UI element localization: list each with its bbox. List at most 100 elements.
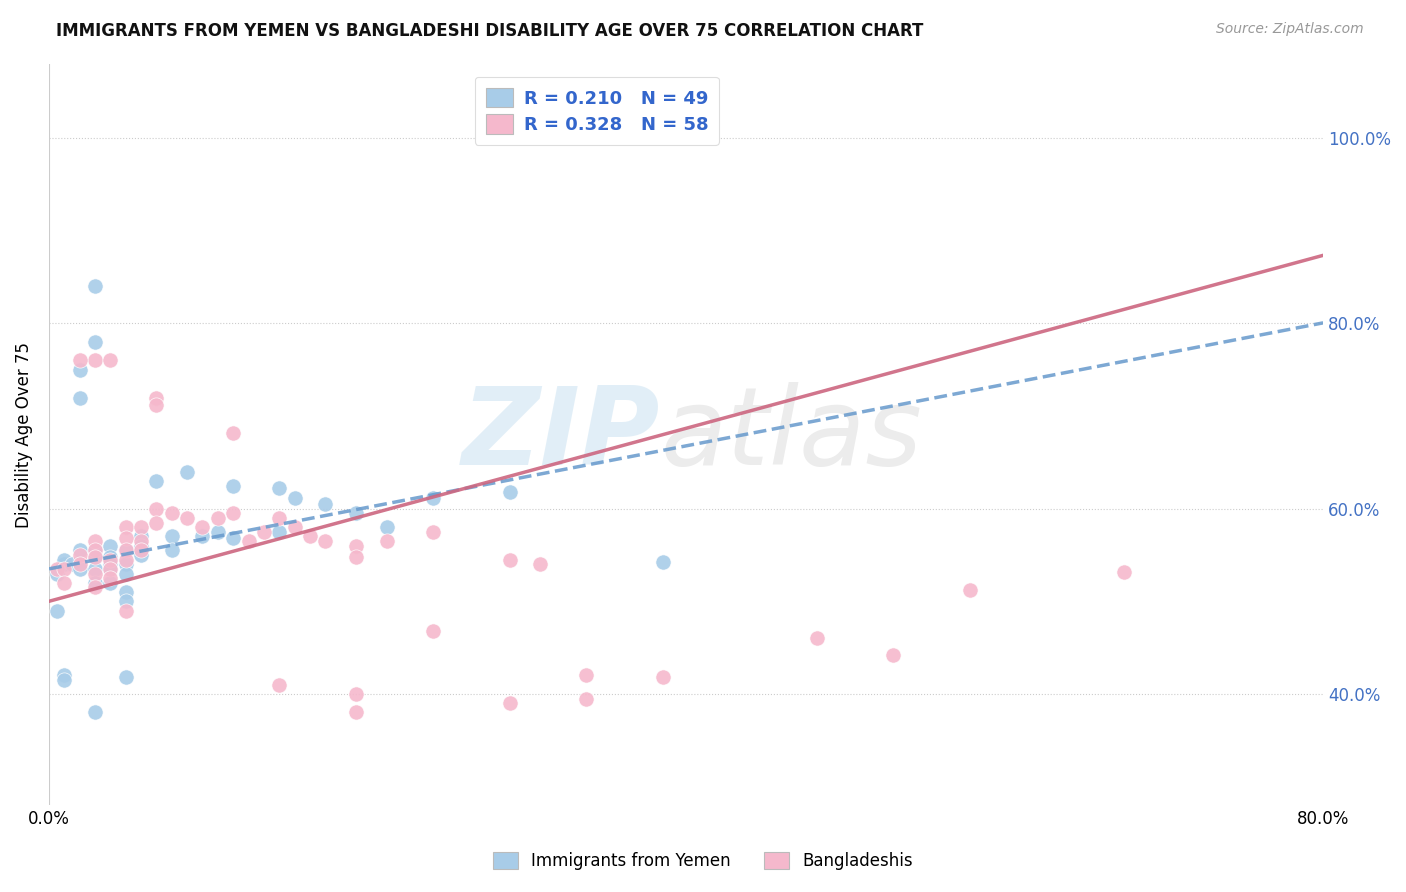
- Point: [114, 670, 136, 684]
- Point: [53, 668, 76, 682]
- Point: [84, 353, 107, 368]
- Point: [84, 549, 107, 564]
- Point: [100, 558, 122, 572]
- Text: Source: ZipAtlas.com: Source: ZipAtlas.com: [1216, 22, 1364, 37]
- Point: [375, 534, 398, 549]
- Point: [238, 534, 260, 549]
- Point: [69, 362, 91, 376]
- Point: [45, 562, 67, 576]
- Point: [314, 534, 336, 549]
- Point: [114, 531, 136, 545]
- Point: [53, 562, 76, 576]
- Point: [53, 673, 76, 687]
- Point: [882, 648, 904, 662]
- Point: [114, 558, 136, 572]
- Point: [84, 566, 107, 581]
- Point: [84, 581, 107, 595]
- Point: [422, 624, 444, 638]
- Point: [45, 566, 67, 581]
- Point: [575, 691, 598, 706]
- Point: [498, 696, 520, 710]
- Point: [100, 539, 122, 553]
- Point: [129, 529, 152, 543]
- Point: [100, 571, 122, 585]
- Point: [222, 506, 245, 520]
- Point: [100, 562, 122, 576]
- Point: [498, 485, 520, 500]
- Point: [60, 558, 83, 572]
- Point: [422, 524, 444, 539]
- Point: [129, 548, 152, 562]
- Point: [207, 511, 229, 525]
- Point: [145, 516, 167, 530]
- Point: [160, 529, 183, 543]
- Point: [53, 552, 76, 566]
- Point: [344, 549, 367, 564]
- Point: [1112, 565, 1135, 579]
- Point: [69, 391, 91, 405]
- Point: [222, 531, 245, 545]
- Point: [652, 555, 675, 569]
- Point: [69, 548, 91, 562]
- Point: [344, 506, 367, 520]
- Point: [652, 670, 675, 684]
- Point: [129, 534, 152, 549]
- Point: [575, 668, 598, 682]
- Point: [344, 687, 367, 701]
- Point: [375, 520, 398, 534]
- Point: [314, 497, 336, 511]
- Point: [207, 524, 229, 539]
- Point: [114, 603, 136, 617]
- Point: [114, 594, 136, 608]
- Point: [191, 529, 214, 543]
- Point: [959, 583, 981, 598]
- Point: [100, 575, 122, 590]
- Point: [145, 398, 167, 412]
- Point: [69, 562, 91, 576]
- Point: [100, 552, 122, 566]
- Point: [176, 465, 198, 479]
- Point: [253, 524, 276, 539]
- Point: [100, 562, 122, 576]
- Point: [269, 481, 291, 495]
- Point: [53, 558, 76, 572]
- Point: [84, 575, 107, 590]
- Point: [269, 524, 291, 539]
- Point: [129, 543, 152, 558]
- Point: [344, 539, 367, 553]
- Point: [84, 543, 107, 558]
- Point: [100, 353, 122, 368]
- Point: [84, 334, 107, 349]
- Point: [529, 558, 551, 572]
- Point: [222, 425, 245, 440]
- Point: [84, 279, 107, 293]
- Point: [84, 706, 107, 720]
- Point: [160, 506, 183, 520]
- Point: [114, 585, 136, 599]
- Point: [69, 558, 91, 572]
- Point: [298, 529, 321, 543]
- Point: [191, 520, 214, 534]
- Point: [145, 501, 167, 516]
- Point: [269, 511, 291, 525]
- Point: [160, 543, 183, 558]
- Point: [145, 474, 167, 488]
- Point: [284, 520, 307, 534]
- Text: atlas: atlas: [661, 382, 922, 487]
- Point: [114, 552, 136, 566]
- Text: IMMIGRANTS FROM YEMEN VS BANGLADESHI DISABILITY AGE OVER 75 CORRELATION CHART: IMMIGRANTS FROM YEMEN VS BANGLADESHI DIS…: [56, 22, 924, 40]
- Point: [53, 575, 76, 590]
- Point: [145, 391, 167, 405]
- Point: [422, 491, 444, 505]
- Point: [100, 549, 122, 564]
- Point: [284, 491, 307, 505]
- Point: [45, 603, 67, 617]
- Point: [269, 678, 291, 692]
- Point: [222, 478, 245, 492]
- Point: [114, 543, 136, 558]
- Point: [84, 562, 107, 576]
- Point: [84, 549, 107, 564]
- Legend: Immigrants from Yemen, Bangladeshis: Immigrants from Yemen, Bangladeshis: [486, 845, 920, 877]
- Legend: R = 0.210   N = 49, R = 0.328   N = 58: R = 0.210 N = 49, R = 0.328 N = 58: [475, 77, 718, 145]
- Y-axis label: Disability Age Over 75: Disability Age Over 75: [15, 342, 32, 527]
